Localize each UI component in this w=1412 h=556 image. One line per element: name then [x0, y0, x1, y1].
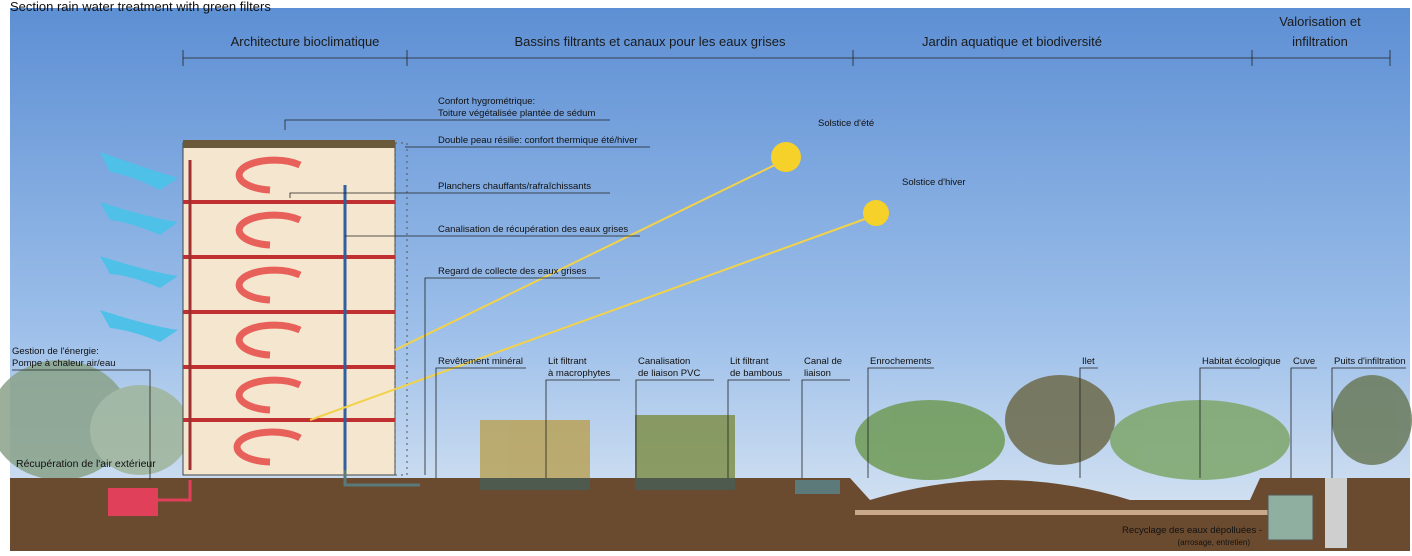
ground-label: à macrophytes	[548, 368, 611, 379]
ground-label: Habitat écologique	[1202, 356, 1281, 367]
callout: Confort hygrométrique:	[438, 96, 535, 107]
zone-label: Jardin aquatique et biodiversité	[922, 34, 1102, 49]
zone-label: infiltration	[1292, 34, 1348, 49]
diagram: Section rain water treatment with green …	[0, 0, 1412, 551]
building	[183, 140, 420, 485]
page: Section rain water treatment with green …	[0, 0, 1412, 551]
ground-label: Lit filtrant	[548, 356, 587, 367]
ground-label: Enrochements	[870, 356, 932, 367]
callout: Récupération de l'air extérieur	[16, 458, 156, 470]
ground-label: Lit filtrant	[730, 356, 769, 367]
canal	[795, 480, 840, 494]
ground-label: Canalisation	[638, 356, 690, 367]
infiltration-well	[1325, 478, 1347, 548]
callout: Regard de collecte des eaux grises	[438, 266, 587, 277]
callout: Recyclage des eaux dépolluées -	[1122, 525, 1262, 536]
callout: Planchers chauffants/rafraîchissants	[438, 181, 591, 192]
heat-pump	[108, 488, 158, 516]
ground-label: de bambous	[730, 368, 783, 379]
title: Section rain water treatment with green …	[10, 0, 271, 14]
ground-label: de liaison PVC	[638, 368, 700, 379]
zone-label: Bassins filtrants et canaux pour les eau…	[515, 34, 786, 49]
ground-label: Puits d'infiltration	[1334, 356, 1406, 367]
filter-bed	[635, 478, 735, 490]
callout: Pompe à chaleur air/eau	[12, 358, 116, 369]
sun	[863, 200, 889, 226]
callout: Double peau résilie: confort thermique é…	[438, 135, 638, 146]
zone-label: Valorisation et	[1279, 14, 1361, 29]
callout: Gestion de l'énergie:	[12, 346, 99, 357]
callout: Toiture végétalisée plantée de sédum	[438, 108, 595, 119]
sun-label: Solstice d'été	[818, 118, 874, 129]
ground-label: Ilet	[1082, 356, 1095, 367]
sun-label: Solstice d'hiver	[902, 177, 966, 188]
callout: (arrosage, entretien)	[1178, 538, 1251, 547]
pipe	[855, 510, 1275, 515]
ground-label: Revêtement minéral	[438, 356, 523, 367]
filter-bed	[480, 478, 590, 490]
ground-label: Canal de	[804, 356, 842, 367]
ground-label: Cuve	[1293, 356, 1315, 367]
ground-label: liaison	[804, 368, 831, 379]
callout: Canalisation de récupération des eaux gr…	[438, 224, 628, 235]
tank	[1268, 495, 1313, 540]
sun	[771, 142, 801, 172]
zone-label: Architecture bioclimatique	[231, 34, 380, 49]
